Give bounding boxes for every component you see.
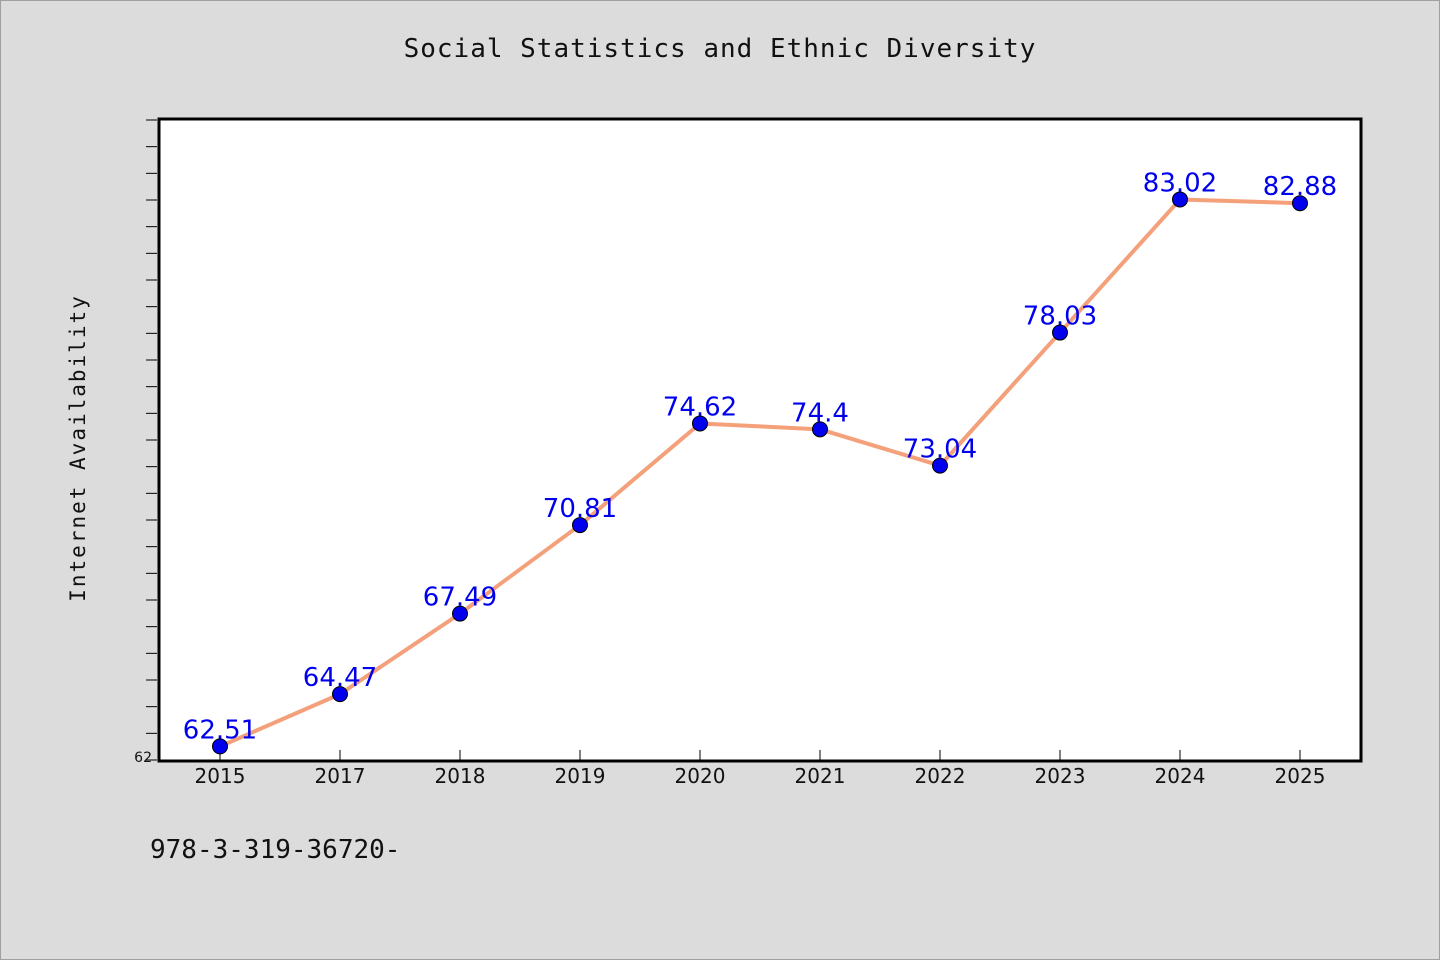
data-point	[452, 605, 468, 622]
data-label: 78.03	[1023, 302, 1097, 332]
x-tick-label: 2025	[1275, 764, 1326, 788]
data-markers	[212, 191, 1308, 755]
data-point	[932, 457, 948, 474]
data-point	[1292, 195, 1308, 212]
x-tick-label: 2018	[435, 764, 486, 788]
data-point	[812, 421, 828, 438]
data-label: 67.49	[423, 583, 497, 613]
x-tick-label: 2023	[1035, 764, 1086, 788]
data-label: 70.81	[543, 494, 617, 524]
y-tick-label: 62	[134, 750, 152, 766]
x-tick-label: 2022	[915, 764, 966, 788]
data-label: 74.4	[791, 398, 849, 428]
y-axis-ticks: 62	[134, 119, 157, 766]
data-point	[692, 415, 708, 432]
data-point	[1052, 324, 1068, 341]
data-label: 73.04	[903, 435, 977, 465]
chart-title: Social Statistics and Ethnic Diversity	[403, 34, 1037, 64]
x-tick-label: 2019	[555, 764, 606, 788]
data-label: 74.62	[663, 392, 737, 422]
data-point	[332, 686, 348, 703]
x-tick-label: 2021	[795, 764, 846, 788]
data-label: 83.02	[1143, 168, 1217, 198]
x-tick-label: 2020	[675, 764, 726, 788]
plot-area	[157, 117, 1363, 763]
data-point	[1172, 191, 1188, 208]
footnote: 978-3-319-36720-	[150, 835, 401, 865]
series-line	[218, 197, 1302, 749]
x-tick-label: 2017	[315, 764, 366, 788]
data-labels: 62.51 64.47 67.49 70.81 74.62 74.4 73.04 78.03 8…	[183, 168, 1337, 745]
data-label: 82.88	[1263, 172, 1337, 202]
data-point	[212, 738, 228, 755]
data-label: 64.47	[303, 663, 377, 693]
x-tick-label: 2015	[195, 764, 246, 788]
x-tick-label: 2024	[1155, 764, 1206, 788]
data-point	[572, 517, 588, 534]
data-label: 62.51	[183, 715, 257, 745]
x-axis-ticks: 2015 2017 2018 2019 2020 2021 2022 2023 2024 2025	[195, 750, 1326, 788]
